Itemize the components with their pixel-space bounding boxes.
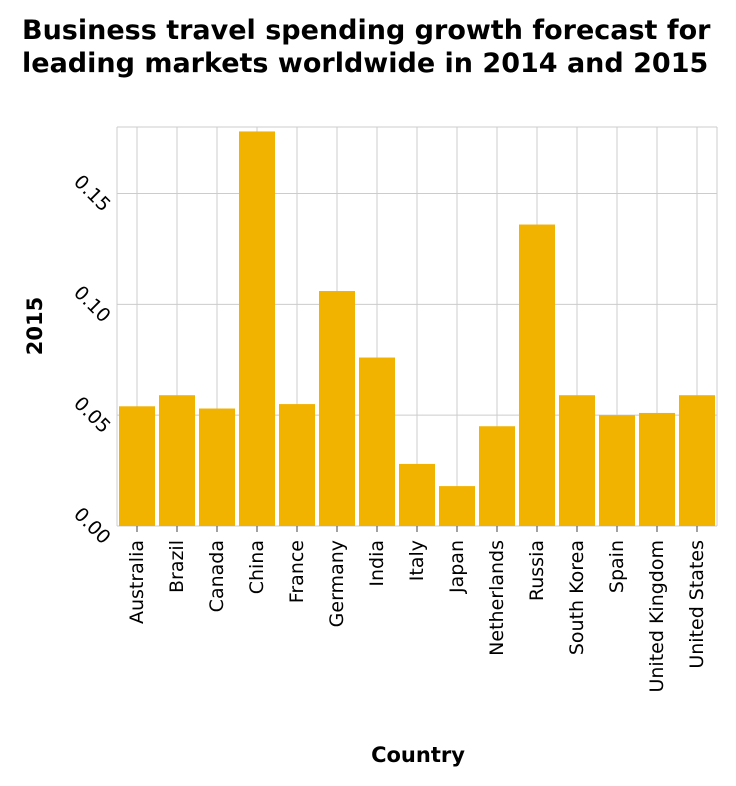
- bar-india: [359, 357, 395, 526]
- bar-united-kingdom: [639, 412, 675, 526]
- x-tick-label: Japan: [446, 540, 468, 594]
- bar-brazil: [159, 395, 195, 526]
- x-tick-label: Brazil: [166, 540, 188, 593]
- bar-canada: [199, 408, 235, 526]
- y-tick-label: 0.05: [69, 392, 114, 437]
- x-axis-title: Country: [371, 743, 465, 767]
- y-axis-title: 2015: [23, 297, 47, 355]
- chart-title: Business travel spending growth forecast…: [22, 15, 711, 79]
- bar-italy: [399, 463, 435, 526]
- bar-australia: [119, 406, 155, 526]
- bar-france: [279, 404, 315, 526]
- bar-netherlands: [479, 426, 515, 526]
- x-tick-label: Netherlands: [486, 540, 508, 656]
- x-tick-label: Canada: [206, 540, 228, 612]
- y-tick-label: 0.15: [69, 171, 114, 216]
- y-tick-label: 0.00: [69, 503, 114, 548]
- x-tick-label: France: [286, 540, 308, 603]
- x-tick-label: United Kingdom: [646, 540, 668, 693]
- bar-south-korea: [559, 395, 595, 526]
- bar-spain: [599, 415, 635, 526]
- x-tick-label: Spain: [606, 540, 628, 593]
- bar-japan: [439, 486, 475, 526]
- x-tick-label: India: [366, 540, 388, 587]
- bar-russia: [519, 224, 555, 527]
- bar-china: [239, 131, 275, 526]
- x-tick-label: South Korea: [566, 540, 588, 655]
- x-tick-label: United States: [686, 540, 708, 669]
- x-tick-label: Italy: [406, 540, 428, 581]
- x-tick-label: China: [246, 540, 268, 594]
- y-tick-label: 0.10: [69, 282, 114, 327]
- x-tick-label: Australia: [126, 540, 148, 624]
- x-tick-label: Russia: [526, 540, 548, 601]
- x-tick-label: Germany: [326, 540, 348, 627]
- bar-united-states: [679, 395, 715, 526]
- bar-germany: [319, 291, 355, 526]
